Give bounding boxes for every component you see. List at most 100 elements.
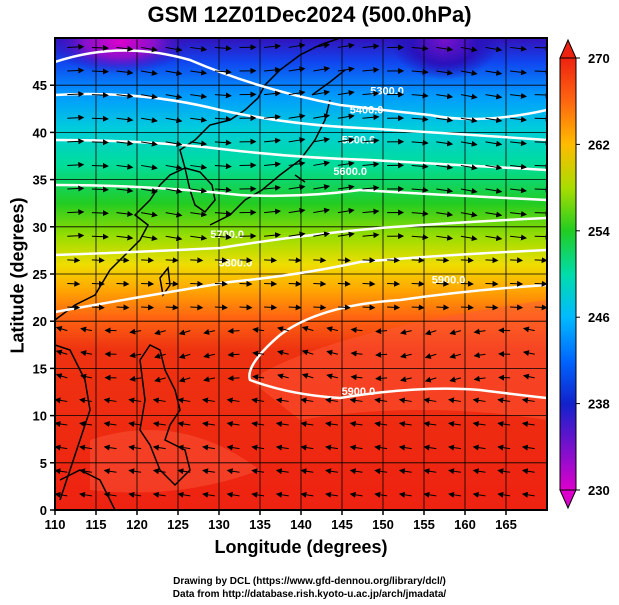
wind-arrow [534, 92, 547, 99]
wind-arrow [337, 66, 355, 73]
wind-arrow [177, 397, 191, 404]
wind-arrow [423, 397, 437, 404]
wind-arrow [277, 349, 289, 356]
wind-arrow [141, 257, 155, 264]
wind-arrow [374, 491, 388, 498]
wind-arrow [313, 136, 331, 143]
wind-arrow [152, 421, 166, 427]
wind-arrow [522, 373, 535, 380]
wind-arrow [473, 328, 486, 335]
wind-arrow [423, 444, 437, 451]
wind-arrow [436, 234, 454, 241]
wind-arrow [203, 329, 216, 335]
wind-arrow [362, 280, 376, 287]
wind-arrow [460, 188, 478, 194]
x-axis-label: Longitude (degrees) [214, 537, 388, 557]
wind-arrow [411, 304, 425, 311]
wind-arrow [264, 280, 278, 287]
y-tick-label: 35 [33, 173, 47, 188]
wind-arrow [313, 184, 331, 191]
x-tick-label: 165 [495, 517, 517, 532]
wind-arrow [362, 114, 380, 121]
wind-arrow [264, 114, 282, 121]
contour-label: 5800.0 [219, 257, 253, 269]
wind-arrow [67, 161, 85, 168]
wind-arrow [129, 352, 142, 359]
wind-arrow [214, 139, 232, 146]
wind-arrow [510, 140, 527, 147]
wind-arrow [67, 232, 85, 239]
wind-arrow [165, 93, 183, 100]
wind-arrow [288, 184, 306, 191]
wind-arrow [116, 210, 134, 217]
wind-arrow [277, 373, 289, 380]
wind-arrow [288, 160, 306, 167]
wind-arrow [264, 184, 282, 191]
wind-arrow [424, 376, 437, 383]
wind-arrow [67, 257, 81, 264]
wind-arrow [79, 468, 92, 475]
wind-arrow [449, 352, 462, 359]
wind-arrow [436, 46, 454, 53]
wind-arrow [301, 325, 314, 332]
wind-arrow [275, 491, 289, 498]
wind-arrow [362, 161, 380, 168]
wind-arrow [116, 304, 130, 311]
wind-arrow [436, 187, 454, 194]
wind-arrow [326, 326, 339, 333]
wind-arrow [522, 350, 535, 356]
wind-arrow [485, 46, 503, 53]
wind-arrow [337, 280, 351, 287]
wind-arrow [411, 234, 429, 241]
wind-arrow [436, 280, 450, 287]
wind-arrow [521, 444, 535, 451]
wind-arrow [288, 66, 306, 73]
wind-arrow [116, 280, 130, 287]
wind-arrow [214, 210, 232, 217]
wind-arrow [349, 421, 363, 427]
wind-arrow [485, 164, 503, 171]
wind-arrow [337, 160, 355, 167]
wind-arrow [326, 373, 339, 380]
wind-arrow [91, 162, 109, 169]
wind-arrow [300, 421, 314, 427]
wind-arrow [202, 491, 215, 498]
wind-arrow [411, 68, 429, 75]
wind-arrow [350, 374, 363, 381]
wind-arrow [264, 232, 282, 239]
x-tick-label: 110 [45, 517, 66, 532]
wind-arrow [460, 93, 478, 100]
wind-arrow [301, 373, 314, 379]
wind-arrow [337, 113, 355, 120]
wind-arrow [141, 304, 155, 311]
wind-arrow [436, 211, 454, 218]
wind-arrow [264, 304, 278, 311]
wind-arrow [497, 468, 511, 475]
contour-label: 5900.0 [432, 274, 466, 286]
wind-arrow [165, 280, 179, 287]
contour-label: 5400.0 [350, 105, 384, 117]
wind-arrow [190, 164, 208, 170]
wind-arrow [510, 92, 527, 99]
wind-arrow [91, 233, 109, 240]
y-tick-label: 30 [33, 220, 47, 235]
wind-arrow [129, 375, 142, 382]
wind-arrow [510, 280, 524, 287]
contour-label: 5900.0 [342, 386, 376, 398]
wind-arrow [362, 185, 380, 191]
wind-arrow [67, 304, 81, 311]
wind-arrow [485, 280, 499, 287]
wind-arrow [424, 353, 437, 359]
colorbar: 230 238 246 254 262 270 [559, 38, 610, 510]
wind-arrow [510, 304, 524, 311]
wind-arrow [313, 113, 331, 120]
wind-arrow [190, 116, 208, 123]
y-tick-label: 45 [33, 78, 47, 93]
wind-arrow [226, 421, 240, 427]
wind-arrow [521, 397, 535, 404]
wind-arrow [67, 280, 81, 287]
wind-arrow [128, 491, 142, 498]
wind-arrow [349, 397, 363, 404]
wind-arrow [362, 90, 380, 97]
